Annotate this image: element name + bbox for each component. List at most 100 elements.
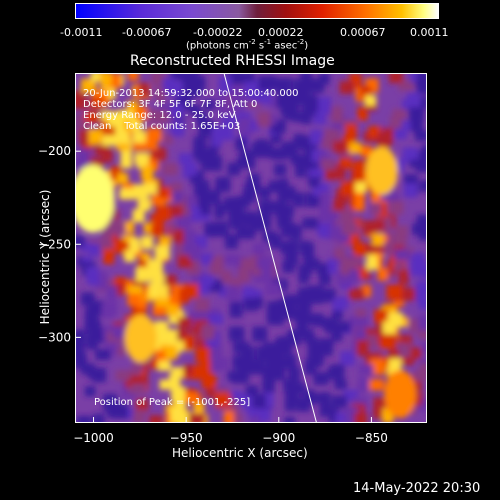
heatmap-cell [215,96,228,108]
heatmap-cell [295,88,310,105]
heatmap-cell [277,188,289,202]
heatmap-cell [285,250,299,266]
heatmap-cell [145,183,157,195]
colorbar-ticks: -0.0011 -0.00067 -0.00022 0.00022 0.0006… [0,0,500,40]
heatmap-cell [279,340,292,356]
colorbar-tick-label: -0.00022 [193,26,243,39]
heatmap-cell [193,402,205,417]
heatmap-cell [352,267,368,280]
heatmap-cell [181,74,194,80]
heatmap-cell [362,243,378,255]
heatmap-cell [418,298,426,310]
heatmap-cell [265,282,282,296]
heatmap-cell [389,200,404,215]
heatmap-cell [398,269,409,285]
heatmap-cell [276,356,292,368]
heatmap-cell [230,74,243,82]
heatmap-cell [245,119,261,131]
heatmap-cell [366,254,378,270]
heatmap-cell [150,223,164,237]
heatmap-cell [296,322,308,334]
heatmap-cell [136,295,148,310]
heatmap-cell [88,274,100,286]
heatmap-cell [394,261,405,273]
heatmap-cell [192,365,205,380]
heatmap-cell [129,237,140,253]
heatmap-cell [220,81,232,95]
heatmap-cell [258,75,275,91]
heatmap-cell [319,341,330,352]
heatmap-cell [230,277,242,294]
heatmap-cell [303,328,315,344]
heatmap-cell [177,328,189,341]
heatmap-cell [248,358,265,375]
heatmap-cell [371,233,384,246]
heatmap-cell [319,392,331,405]
heatmap-cell [111,221,126,236]
heatmap-cell [308,313,324,326]
x-tick-label: −850 [355,431,388,445]
heatmap-cell [360,285,371,298]
heatmap-cell [155,349,168,363]
heatmap-cell [163,133,174,145]
heatmap-cell [267,301,283,315]
heatmap-cell [180,88,193,103]
heatmap-cell [421,144,426,161]
heatmap-cell [212,126,224,137]
footer-date: 14-May-2022 20:30 [353,481,481,496]
y-tick-label: −300 [38,330,71,344]
heatmap-cell [165,345,178,360]
heatmap-cell [232,91,246,103]
heatmap-cell [354,187,365,203]
colorbar-tick-label: 0.00022 [258,26,304,39]
heatmap-cell [340,209,354,222]
heatmap-cell [380,241,394,255]
heatmap-cell [263,343,280,356]
heatmap-cell [184,335,195,351]
heatmap-cell [284,186,296,202]
y-tick-label: −250 [38,237,71,251]
heatmap-cell [126,101,139,115]
heatmap-cell [308,96,320,111]
heatmap-cell [238,117,251,129]
heatmap-cell [229,301,243,318]
heatmap-cell [410,118,424,132]
heatmap-cell [190,205,203,222]
heatmap-cell [339,157,352,170]
heatmap-cell [239,74,255,85]
heatmap-cell [256,347,267,360]
heatmap-cell [353,160,365,175]
heatmap-plot: 20-Jun-2013 14:59:32.000 to 15:00:40.000… [75,73,427,423]
heatmap-cell [331,395,347,408]
heatmap-cell [420,180,426,192]
heatmap-cell [178,152,193,165]
heatmap-cell [392,109,407,120]
x-axis-label: Heliocentric X (arcsec) [172,446,308,460]
heatmap-cell [176,215,191,229]
heatmap-cell [294,308,310,323]
heatmap-cell [155,86,166,102]
heatmap-cell [362,179,375,191]
heatmap-cell [130,118,143,130]
heatmap-cell [248,89,259,102]
heatmap-cell [103,248,115,265]
heatmap-cell [236,226,249,239]
heatmap-cell [280,305,297,319]
heatmap-cell [211,134,223,147]
heatmap-cell [89,98,104,109]
heatmap-cell [224,233,239,249]
heatmap-cell [88,128,103,145]
heatmap-cell [339,351,355,366]
heatmap-cell [172,284,185,297]
heatmap-cell [355,179,367,193]
heatmap-cell [171,367,186,379]
chart-title: Reconstructed RHESSI Image [130,53,335,69]
heatmap-cell [328,408,340,422]
heatmap-cell [262,378,275,393]
heatmap-cell [132,130,146,144]
heatmap-cell [127,74,139,81]
heatmap-cell [170,387,186,401]
heatmap-cell [221,116,236,128]
bright-region [384,370,417,419]
heatmap-cell [189,104,201,116]
